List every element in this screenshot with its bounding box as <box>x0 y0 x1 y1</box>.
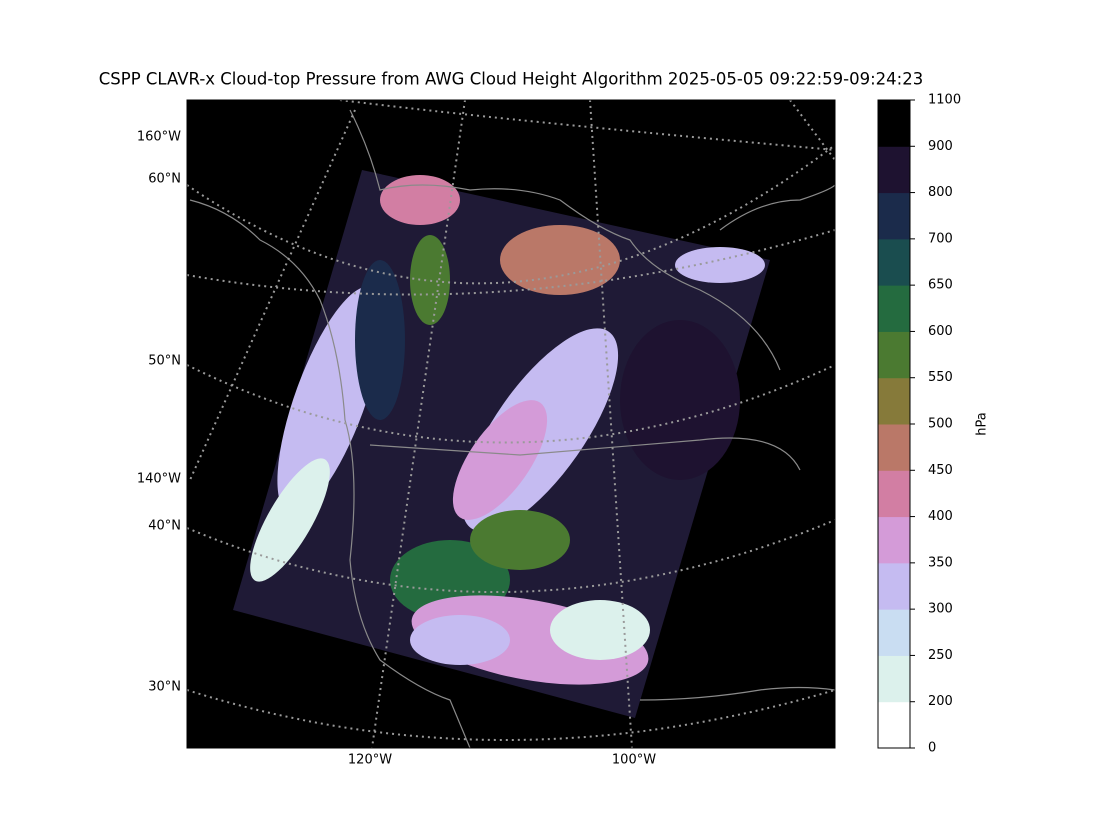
colorbar-segment <box>878 562 910 610</box>
colorbar-segment <box>878 516 910 564</box>
map <box>187 100 835 748</box>
colorbar-tick-label: 550 <box>928 370 953 385</box>
colorbar-segment <box>878 655 910 703</box>
colorbar-segment <box>878 609 910 656</box>
colorbar-tick-label: 0 <box>928 741 936 756</box>
colorbar-tick-label: 600 <box>928 324 953 339</box>
lat-label: 60°N <box>148 172 181 187</box>
colorbar-tick-label: 800 <box>928 185 953 200</box>
lon-label: 120°W <box>348 753 392 768</box>
colorbar-tick-label: 350 <box>928 555 953 570</box>
colorbar-segment <box>878 331 910 379</box>
map-title: CSPP CLAVR-x Cloud-top Pressure from AWG… <box>99 70 923 89</box>
cloud-features <box>250 175 765 685</box>
lon-label: 160°W <box>137 130 181 145</box>
map-frame <box>186 99 836 749</box>
graticule <box>187 100 835 748</box>
colorbar-segment <box>878 192 910 240</box>
lat-label: 50°N <box>148 354 181 369</box>
lon-label: 100°W <box>612 753 656 768</box>
colorbar-tick-label: 450 <box>928 463 953 478</box>
colorbar-tick-label: 1100 <box>928 93 961 108</box>
colorbar-tick-label: 900 <box>928 139 953 154</box>
lat-label: 30°N <box>148 680 181 695</box>
colorbar-segment <box>878 470 910 518</box>
colorbar: 0 200 250 300 350 400 450 500 550 600 650 700 800 900… <box>877 93 961 756</box>
colorbar-segment <box>878 377 910 425</box>
colorbar-segment <box>878 146 910 194</box>
colorbar-segment <box>878 285 910 332</box>
colorbar-tick-label: 400 <box>928 509 953 524</box>
coastlines <box>189 109 835 748</box>
colorbar-tick-label: 300 <box>928 602 953 617</box>
colorbar-segment <box>878 424 910 471</box>
lon-label: 140°W <box>137 472 181 487</box>
colorbar-segment <box>878 701 910 749</box>
colorbar-tick-label: 250 <box>928 648 953 663</box>
colorbar-label: hPa <box>975 412 990 435</box>
colorbar-segment <box>878 238 910 286</box>
colorbar-segment <box>878 100 910 147</box>
colorbar-tick-label: 650 <box>928 278 953 293</box>
colorbar-tick-label: 500 <box>928 417 953 432</box>
colorbar-tick-label: 700 <box>928 231 953 246</box>
colorbar-tick-label: 200 <box>928 694 953 709</box>
lat-label: 40°N <box>148 519 181 534</box>
